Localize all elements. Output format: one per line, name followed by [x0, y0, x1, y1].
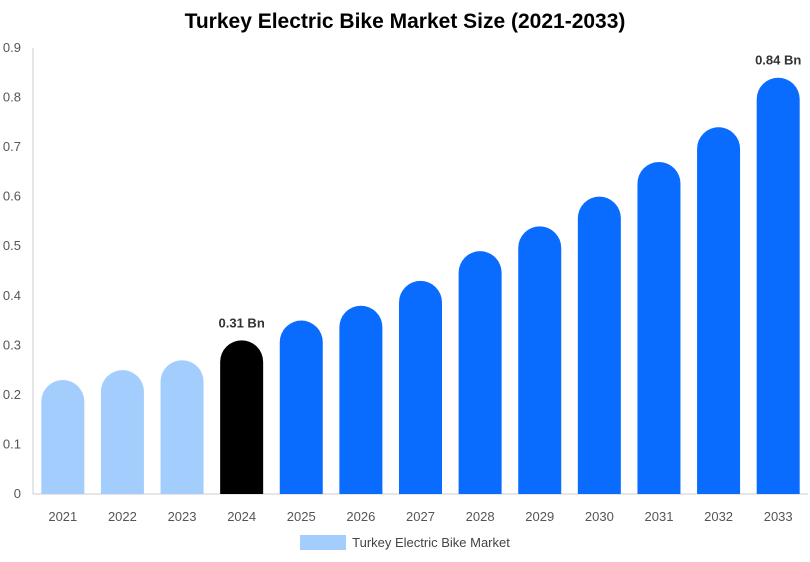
x-tick-label: 2021 — [48, 509, 77, 524]
legend-swatch — [300, 535, 347, 550]
labels: 2021 2022 2023 2024 0.31 Bn 2025 2026 2027 2028 2… — [48, 53, 801, 524]
bar-2029 — [518, 226, 562, 494]
legend-label: Turkey Electric Bike Market — [352, 535, 510, 550]
bar-2023 — [160, 360, 204, 494]
bar-2030 — [577, 196, 621, 494]
bar-2033 — [756, 77, 800, 494]
y-tick-label: 0.5 — [3, 238, 21, 253]
x-tick-label: 2025 — [287, 509, 316, 524]
legend: Turkey Electric Bike Market — [0, 535, 810, 550]
x-tick-label: 2032 — [704, 509, 733, 524]
data-label: 0.84 Bn — [755, 53, 801, 68]
y-tick-label: 0 — [14, 486, 21, 501]
y-tick-label: 0.4 — [3, 288, 21, 303]
x-tick-label: 2027 — [406, 509, 435, 524]
y-tick-label: 0.6 — [3, 189, 21, 204]
x-tick-label: 2028 — [466, 509, 495, 524]
y-tick-label: 0.9 — [3, 40, 21, 55]
bar-2026 — [339, 305, 383, 494]
y-tick-label: 0.3 — [3, 337, 21, 352]
x-tick-label: 2031 — [645, 509, 674, 524]
bar-2025 — [279, 320, 323, 494]
x-tick-label: 2024 — [227, 509, 256, 524]
chart-title: Turkey Electric Bike Market Size (2021-2… — [184, 10, 626, 33]
bar-2021 — [41, 380, 85, 494]
x-tick-label: 2022 — [108, 509, 137, 524]
x-tick-label: 2033 — [764, 509, 793, 524]
data-label: 0.31 Bn — [219, 315, 265, 330]
x-tick-label: 2029 — [525, 509, 554, 524]
bar-2024 — [220, 340, 264, 494]
bars — [41, 77, 800, 495]
y-tick-label: 0.2 — [3, 387, 21, 402]
y-tick-label: 0.8 — [3, 90, 21, 105]
y-tick-label: 0.1 — [3, 436, 21, 451]
x-tick-label: 2026 — [346, 509, 375, 524]
bar-2027 — [399, 280, 442, 494]
bar-2028 — [458, 251, 502, 494]
bar-2032 — [697, 127, 741, 495]
bar-2031 — [637, 161, 681, 494]
x-tick-label: 2030 — [585, 509, 614, 524]
bar-2022 — [100, 370, 144, 494]
y-tick-label: 0.7 — [3, 139, 21, 154]
x-tick-label: 2023 — [168, 509, 197, 524]
